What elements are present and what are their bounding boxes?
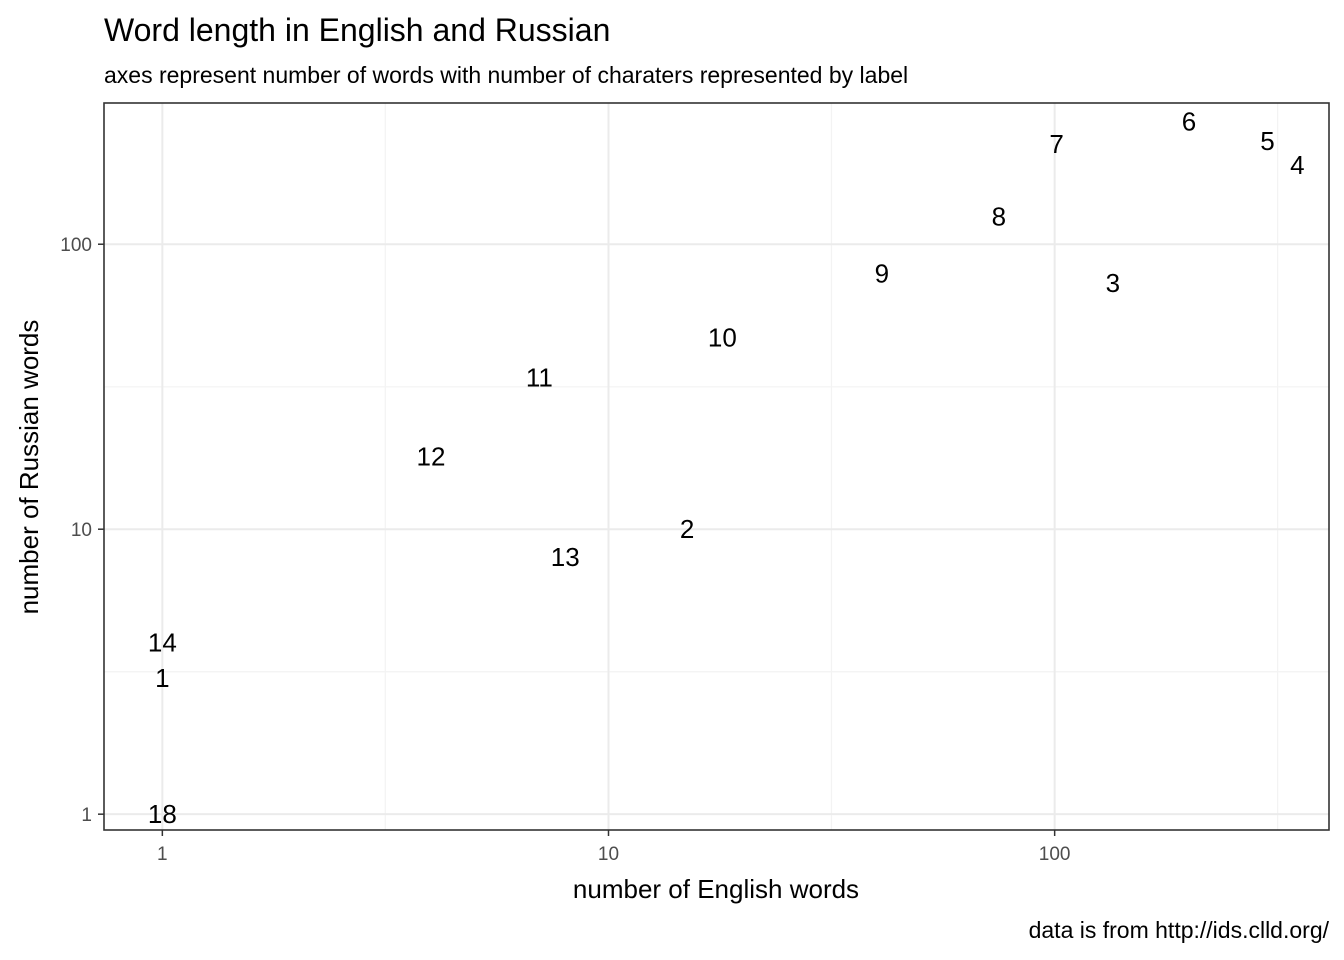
x-axis-title: number of English words bbox=[573, 874, 859, 904]
y-axis-title: number of Russian words bbox=[14, 320, 44, 615]
x-axis: 1 10 100 bbox=[157, 830, 1071, 865]
data-point-label: 4 bbox=[1290, 150, 1304, 180]
data-point-label: 8 bbox=[992, 202, 1006, 232]
data-point-label: 6 bbox=[1182, 106, 1196, 136]
data-point-label: 13 bbox=[551, 542, 580, 572]
data-point-label: 14 bbox=[148, 628, 177, 658]
data-point-label: 5 bbox=[1260, 126, 1274, 156]
data-point-label: 3 bbox=[1106, 268, 1120, 298]
x-tick-label: 10 bbox=[598, 844, 619, 865]
chart-title: Word length in English and Russian bbox=[104, 12, 610, 48]
panel-border bbox=[103, 102, 1330, 831]
x-tick-label: 100 bbox=[1039, 844, 1071, 865]
y-axis: 1 10 100 bbox=[60, 235, 104, 826]
y-tick-label: 10 bbox=[71, 520, 92, 541]
grid bbox=[104, 103, 1329, 830]
data-point-label: 11 bbox=[526, 363, 553, 393]
data-point-label: 10 bbox=[708, 323, 737, 353]
data-point-label: 18 bbox=[148, 799, 177, 829]
y-tick-label: 100 bbox=[60, 235, 92, 256]
data-point-label: 9 bbox=[875, 258, 889, 288]
data-point-label: 7 bbox=[1049, 129, 1063, 159]
y-tick-label: 1 bbox=[81, 805, 92, 826]
data-point-label: 12 bbox=[416, 441, 445, 471]
x-tick-label: 1 bbox=[157, 844, 168, 865]
data-point-label: 1 bbox=[155, 663, 169, 693]
data-point-label: 2 bbox=[680, 514, 694, 544]
chart-caption: data is from http://ids.clld.org/ bbox=[1029, 917, 1330, 943]
chart-subtitle: axes represent number of words with numb… bbox=[104, 62, 908, 88]
